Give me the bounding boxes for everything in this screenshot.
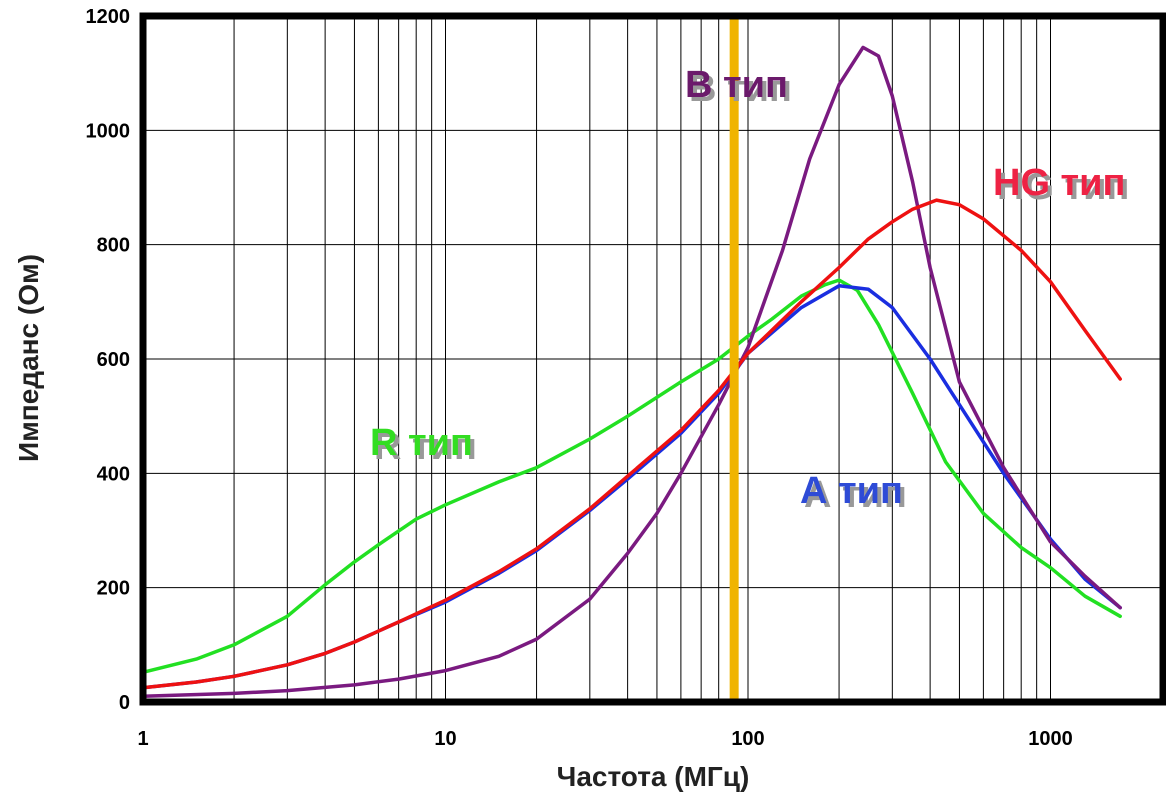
- series-label-shadow: В тип: [689, 68, 792, 110]
- series-label-shadow: HG тип: [997, 166, 1129, 208]
- x-tick-label: 1000: [1028, 728, 1073, 750]
- series-label: R тип: [370, 422, 473, 464]
- x-tick-label: 10: [434, 728, 456, 750]
- series-label: А тип: [800, 470, 903, 512]
- y-tick-label: 0: [119, 692, 130, 714]
- y-tick-label: 800: [97, 235, 130, 257]
- y-tick-label: 1000: [86, 120, 131, 142]
- series-lines: [141, 45, 1122, 699]
- series-line: [141, 278, 1122, 675]
- y-axis-title: Импеданс (Ом): [13, 254, 44, 462]
- grid-lines: [143, 16, 1163, 702]
- series-line: [141, 45, 1122, 699]
- y-tick-label: 200: [97, 578, 130, 600]
- series-label-shadow: А тип: [804, 474, 907, 516]
- series-line: [141, 284, 1122, 690]
- x-tick-label: 1: [137, 728, 148, 750]
- series-label-shadow: R тип: [374, 426, 477, 468]
- y-tick-label: 1200: [86, 6, 131, 28]
- plot-frame: [139, 12, 1166, 706]
- y-tick-label: 400: [97, 463, 130, 485]
- series-label: В тип: [685, 64, 788, 106]
- series-line: [141, 198, 1122, 690]
- x-axis-title: Частота (МГц): [557, 761, 750, 792]
- y-tick-label: 600: [97, 349, 130, 371]
- series-label: HG тип: [993, 162, 1125, 204]
- x-tick-label: 100: [731, 728, 764, 750]
- tick-labels: 0 200 400 600 800 1000 1200 1 10 100 1000: [86, 6, 1073, 750]
